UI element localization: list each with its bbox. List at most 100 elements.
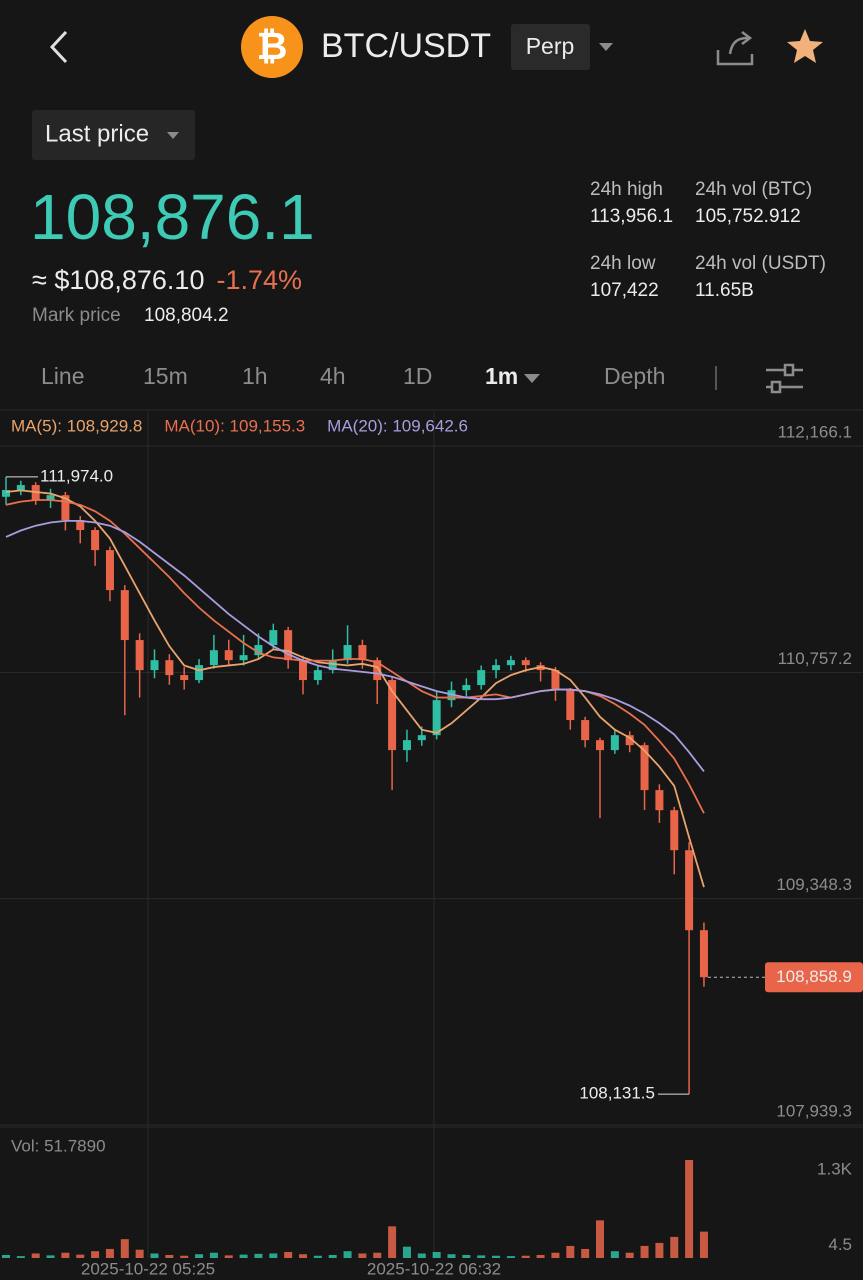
dropdown[interactable]	[167, 132, 179, 139]
timeframe-tab[interactable]: 1m	[485, 363, 518, 389]
volume-bar	[284, 1251, 293, 1258]
candle-body	[521, 660, 530, 666]
stat-value: 107,422	[590, 280, 659, 301]
candle-body	[105, 550, 114, 591]
candle-body	[254, 645, 263, 656]
candle-body	[358, 645, 367, 661]
candle-body	[388, 680, 397, 751]
stat-value: 105,752.912	[695, 206, 801, 227]
dropdown[interactable]	[524, 374, 540, 383]
y-tick-label: 112,166.1	[778, 422, 852, 441]
volume-bar	[596, 1220, 604, 1258]
timeframe-tab[interactable]: Depth	[604, 363, 665, 389]
contract-badge[interactable]	[511, 24, 590, 70]
candle-body	[209, 650, 218, 666]
candle-body	[402, 740, 411, 751]
volume-bar	[195, 1254, 204, 1258]
volume-bar	[358, 1253, 367, 1258]
volume-label: Vol: 51.7890	[11, 1136, 106, 1155]
volume-bar	[165, 1254, 174, 1258]
mark-price: 108,804.2	[144, 305, 229, 326]
volume-bar	[699, 1231, 708, 1258]
volume-bar	[462, 1254, 471, 1258]
volume-tick-label: 1.3K	[817, 1159, 853, 1178]
volume-bar	[685, 1160, 694, 1258]
candle-body	[373, 660, 382, 681]
timeframe-tab[interactable]: 4h	[320, 363, 346, 389]
ma-line	[5, 519, 705, 773]
last-price-label: 108,858.9	[776, 967, 852, 986]
timeframe-tab[interactable]: 1D	[403, 363, 432, 389]
ma-label: MA(10): 109,155.3	[164, 416, 305, 435]
chart-settings[interactable]	[766, 363, 803, 394]
candle-body	[195, 665, 204, 681]
stat-label: 24h low	[590, 253, 656, 274]
candle-body	[477, 670, 486, 686]
y-tick-label: 109,348.3	[776, 875, 852, 894]
share-button[interactable]	[716, 31, 754, 66]
volume-bar	[343, 1251, 352, 1258]
volume-bar	[269, 1253, 278, 1258]
approx-price: ≈ $108,876.10	[32, 265, 204, 295]
volume-bar	[299, 1254, 307, 1258]
candle-body	[566, 690, 575, 721]
volume-bar	[254, 1253, 263, 1258]
volume-bar	[521, 1255, 530, 1258]
time-label: 2025-10-22 06:32	[367, 1259, 501, 1278]
candle-body	[61, 495, 70, 521]
volume-bar	[640, 1245, 649, 1258]
volume-bar	[16, 1256, 25, 1258]
volume-bar	[328, 1254, 337, 1258]
candle-body	[417, 735, 426, 741]
candle-body	[625, 735, 634, 746]
timeframe-tab[interactable]: 1h	[242, 363, 268, 389]
volume-bar	[180, 1255, 189, 1258]
volume-bar	[447, 1254, 456, 1258]
candle-body	[551, 670, 560, 691]
volume-bar	[2, 1254, 10, 1258]
candle-body	[506, 660, 515, 666]
candle-body	[313, 670, 322, 681]
favorite-button[interactable]	[787, 29, 823, 63]
candle-body	[343, 645, 352, 661]
candle-body	[165, 660, 174, 676]
candle-body	[596, 740, 604, 751]
candle-body	[91, 530, 100, 551]
last-price: 108,876.1	[30, 181, 315, 253]
volume-bar	[209, 1252, 218, 1258]
volume-bar	[31, 1253, 40, 1258]
volume-bar	[492, 1255, 501, 1258]
volume-bar	[417, 1253, 426, 1258]
volume-bar	[402, 1246, 411, 1258]
pair[interactable]: BTC/USDT	[321, 27, 491, 65]
back-button[interactable]	[49, 30, 68, 64]
candle-body	[46, 495, 55, 500]
price-mode-label[interactable]: Last price	[45, 120, 149, 147]
candle-body	[685, 850, 694, 931]
candle-body	[328, 660, 337, 671]
stat-label: 24h high	[590, 179, 663, 200]
timeframe-tab[interactable]: 15m	[143, 363, 188, 389]
volume-bar	[625, 1252, 634, 1258]
mark-price-label: Mark price	[32, 305, 121, 326]
price-mode[interactable]	[32, 110, 195, 160]
volume-bar	[581, 1248, 590, 1258]
volume-bar	[566, 1245, 575, 1258]
contract[interactable]: Perp	[526, 33, 575, 59]
dropdown[interactable]	[599, 43, 613, 51]
y-tick-label: 107,939.3	[776, 1101, 852, 1120]
candle-body	[224, 650, 233, 661]
candle-body	[610, 735, 619, 751]
volume-bar	[76, 1254, 85, 1258]
candle-body	[135, 640, 144, 671]
ma-label: MA(20): 109,642.6	[327, 416, 468, 435]
candle-body	[640, 745, 649, 791]
candle-body	[120, 590, 129, 641]
timeframe-tab[interactable]: Line	[41, 363, 84, 389]
volume-bar	[670, 1236, 679, 1258]
candle-body	[284, 630, 293, 661]
candle-body	[655, 790, 664, 811]
candle-body	[699, 930, 708, 978]
